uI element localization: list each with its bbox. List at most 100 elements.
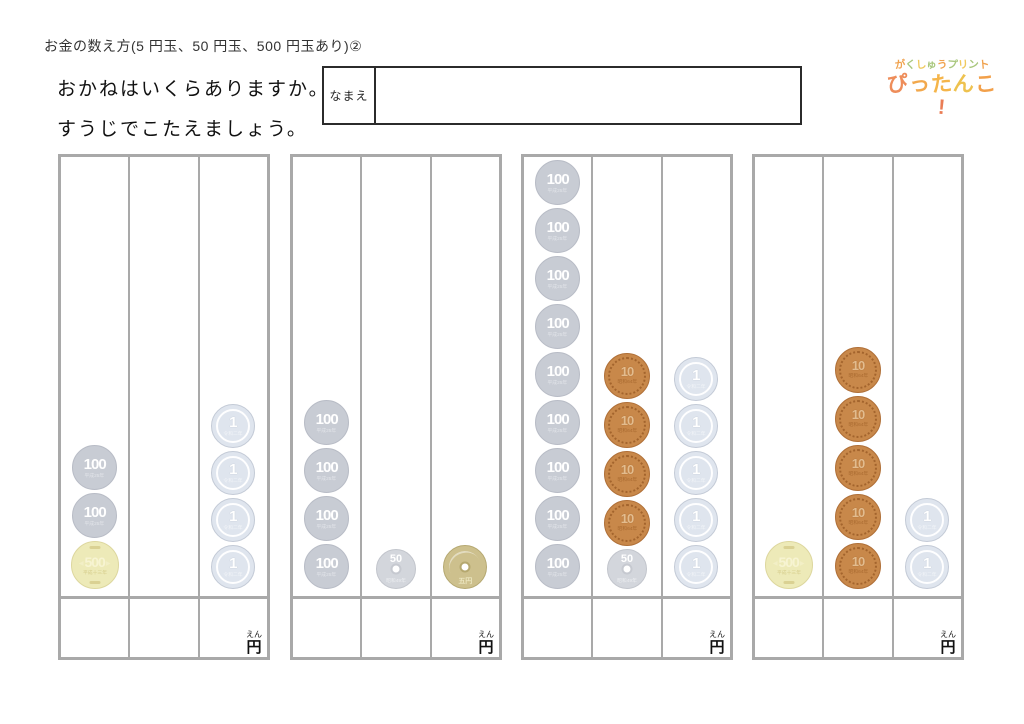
coin-columns: 100平成25年100平成25年500平成十三年 1令和二年1令和二年1令和二年… <box>61 157 267 596</box>
yen-furigana: えん <box>245 630 262 639</box>
coin-year-label: 令和二年 <box>917 572 937 578</box>
answer-cell-1[interactable] <box>524 599 591 657</box>
coin-value-label: 1 <box>229 414 238 431</box>
coin-year-label: 平成25年 <box>547 284 568 289</box>
coin-value-label: 10 <box>620 364 635 379</box>
coin-value-label: 10 <box>620 462 635 477</box>
coin-column-3: 1 令和二年 1 令和二年 <box>891 157 961 596</box>
coin-500-yen: 500平成十三年 <box>70 541 119 589</box>
coin-1-yen: 1 令和二年 <box>905 545 950 589</box>
answer-cell-3[interactable]: えん 円 <box>891 599 961 657</box>
answer-cell-2[interactable] <box>128 599 197 657</box>
coin-value-label: 10 <box>851 456 866 471</box>
coin-year-label: 平成25年 <box>316 476 337 481</box>
answer-row: えん 円 <box>293 596 499 657</box>
coin-value-label: 五円 <box>458 578 473 585</box>
coin-100-yen: 100 平成25年 <box>535 496 581 541</box>
problem-box-1: 100平成25年100平成25年500平成十三年 1令和二年1令和二年1令和二年… <box>58 154 270 660</box>
coin-year-label: 令和二年 <box>223 572 243 578</box>
coin-value-label: 500 <box>773 555 805 569</box>
coin-column-3: 1 令和二年 1 令和二年 1 令和二年 1 令和二年 <box>197 157 267 596</box>
coin-year-label: 令和二年 <box>223 478 243 484</box>
coin-value-label: 100 <box>315 458 339 476</box>
coin-value-label: 1 <box>229 508 238 525</box>
coin-100-yen: 100 平成25年 <box>304 448 350 493</box>
coin-1-yen: 1 令和二年 <box>674 404 719 448</box>
coin-value-label: 500 <box>79 555 111 569</box>
coin-1-yen: 1 令和二年 <box>211 451 256 495</box>
coin-year-label: 昭和64年 <box>617 477 637 483</box>
coin-100-yen: 100 平成25年 <box>304 400 350 445</box>
answer-cell-3[interactable]: えん 円 <box>197 599 267 657</box>
coin-value-label: 10 <box>851 554 866 569</box>
coin-year-label: 令和二年 <box>223 525 243 531</box>
coin-value-label: 100 <box>315 410 339 428</box>
answer-row: えん 円 <box>61 596 267 657</box>
coin-value-label: 10 <box>620 511 635 526</box>
yen-label: 円 <box>940 639 956 656</box>
coin-year-label: 昭和64年 <box>617 526 637 532</box>
coin-100-yen: 100 平成25年 <box>535 256 581 301</box>
coin-value-label: 100 <box>546 458 570 476</box>
problem-box-2: 100 平成25年 100 平成25年 100 平成25年 100 平成25年 50 昭和49年… <box>290 154 502 660</box>
coin-year-label: 昭和64年 <box>848 471 868 477</box>
coin-year-label: 令和二年 <box>686 525 706 531</box>
coin-value-label: 10 <box>851 407 866 422</box>
coin-value-label: 100 <box>546 266 570 284</box>
problem-box-3: 100 平成25年 100 平成25年 100 平成25年 100 平成25年 100 平成25年… <box>521 154 733 660</box>
coin-year-label: 平成25年 <box>547 188 568 193</box>
name-box: なまえ <box>322 66 802 125</box>
coin-value-label: 100 <box>546 410 570 428</box>
coin-10-yen: 10 昭和64年 <box>603 500 650 546</box>
coin-100-yen: 100 平成25年 <box>535 352 581 397</box>
yen-furigana: えん <box>477 630 494 639</box>
coin-value-label: 100 <box>83 503 107 521</box>
coin-1-yen: 1 令和二年 <box>674 545 719 589</box>
coin-10-yen: 10 昭和64年 <box>603 402 650 448</box>
coin-hole <box>459 561 471 573</box>
answer-cell-2[interactable] <box>822 599 891 657</box>
problem-box-4: 500平成十三年 10昭和64年10昭和64年10昭和64年10昭和64年10昭… <box>752 154 964 660</box>
coin-hole <box>621 563 633 575</box>
answer-cell-3[interactable]: えん 円 <box>660 599 730 657</box>
coin-year-label: 平成25年 <box>547 524 568 529</box>
coin-value-label: 100 <box>315 554 339 572</box>
name-label: なまえ <box>324 68 376 123</box>
coin-year-label: 平成十三年 <box>82 570 107 575</box>
coin-column-1: 500平成十三年 <box>755 157 822 596</box>
coin-value-label: 1 <box>692 555 701 572</box>
answer-cell-2[interactable] <box>591 599 660 657</box>
coin-value-label: 50 <box>389 553 403 565</box>
coin-column-2 <box>128 157 197 596</box>
coin-10-yen: 10 昭和64年 <box>834 347 881 393</box>
coin-year-label: 昭和64年 <box>617 428 637 434</box>
coin-10-yen: 10 昭和64年 <box>603 451 650 497</box>
coin-value-label: 100 <box>83 455 107 473</box>
answer-cell-3[interactable]: えん 円 <box>429 599 499 657</box>
answer-cell-1[interactable] <box>755 599 822 657</box>
coin-column-3: 1 令和二年 1 令和二年 1 令和二年 1 令和二年 1 令和二年 <box>660 157 730 596</box>
answer-cell-1[interactable] <box>293 599 360 657</box>
coin-10-yen: 10 昭和64年 <box>603 353 650 399</box>
coin-50-yen: 50 昭和49年 <box>606 549 647 589</box>
coin-value-label: 100 <box>546 218 570 236</box>
name-input[interactable] <box>376 68 800 123</box>
coin-100-yen: 100 平成25年 <box>535 160 581 205</box>
coin-year-label: 令和二年 <box>686 478 706 484</box>
coin-value-label: 1 <box>692 508 701 525</box>
coin-1-yen: 1 令和二年 <box>211 498 256 542</box>
answer-cell-1[interactable] <box>61 599 128 657</box>
coin-column-1: 100 平成25年 100 平成25年 100 平成25年 100 平成25年 <box>293 157 360 596</box>
coin-year-label: 昭和64年 <box>848 373 868 379</box>
coin-value-label: 1 <box>229 555 238 572</box>
coin-column-2: 10 昭和64年 10 昭和64年 10 昭和64年 10 昭和64年 10 昭和64年 <box>822 157 891 596</box>
coin-value-label: 10 <box>851 358 866 373</box>
answer-cell-2[interactable] <box>360 599 429 657</box>
logo-char: ゅ <box>925 58 938 72</box>
worksheet-title: お金の数え方(5 円玉、50 円玉、500 円玉あり)② <box>44 38 363 54</box>
logo-char: く <box>904 58 917 72</box>
logo-char: ! <box>937 95 947 119</box>
coin-year-label: 平成25年 <box>316 428 337 433</box>
yen-label: 円 <box>709 639 725 656</box>
coin-100-yen: 100 平成25年 <box>304 496 350 541</box>
